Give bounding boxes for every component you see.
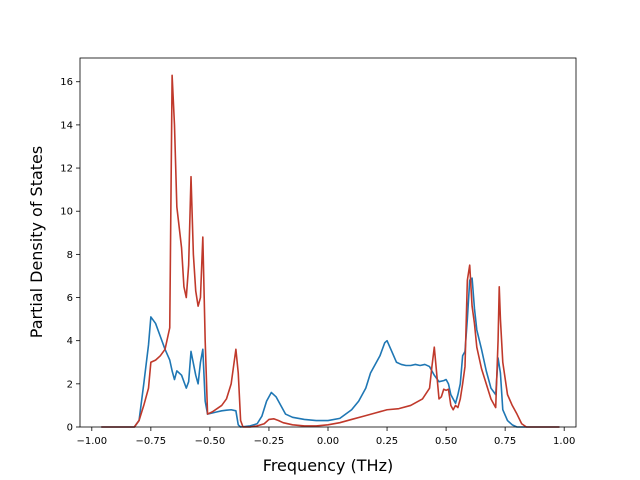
x-tick-label: −1.00 (76, 436, 107, 447)
y-tick-label: 14 (60, 120, 73, 131)
y-tick-label: 12 (60, 164, 73, 175)
y-tick-label: 0 (67, 423, 73, 434)
y-tick-label: 8 (67, 250, 73, 261)
series-line-0 (101, 277, 560, 428)
y-tick-label: 2 (67, 379, 73, 390)
plot-lines (101, 74, 560, 428)
x-axis-label: Frequency (THz) (263, 456, 393, 475)
x-tick-label: 1.00 (553, 436, 575, 447)
y-tick-label: 10 (60, 207, 73, 218)
x-tick-label: 0.00 (317, 436, 339, 447)
series-line-1 (101, 74, 560, 428)
y-axis-ticks: 0 2 4 6 8 10 12 14 16 (60, 77, 80, 434)
x-tick-label: −0.25 (254, 436, 285, 447)
y-tick-label: 16 (60, 77, 73, 88)
x-tick-label: −0.75 (136, 436, 167, 447)
y-tick-label: 4 (67, 336, 73, 347)
x-tick-label: −0.50 (195, 436, 226, 447)
x-tick-label: 0.25 (376, 436, 398, 447)
x-axis-ticks: −1.00 −0.75 −0.50 −0.25 0.00 0.25 0.50 0.75 1.00 (76, 427, 575, 447)
y-axis-label: Partial Density of States (27, 146, 46, 338)
x-tick-label: 0.75 (494, 436, 516, 447)
y-tick-label: 6 (67, 293, 73, 304)
x-tick-label: 0.50 (435, 436, 457, 447)
